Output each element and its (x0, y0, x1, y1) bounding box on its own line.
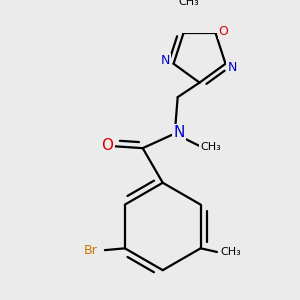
Text: N: N (173, 125, 185, 140)
Text: CH₃: CH₃ (178, 0, 199, 7)
Text: N: N (161, 54, 170, 67)
Text: O: O (219, 25, 229, 38)
Text: CH₃: CH₃ (200, 142, 221, 152)
Text: CH₃: CH₃ (220, 247, 241, 257)
Text: N: N (227, 61, 237, 74)
Text: Br: Br (84, 244, 98, 256)
Text: O: O (101, 138, 113, 153)
